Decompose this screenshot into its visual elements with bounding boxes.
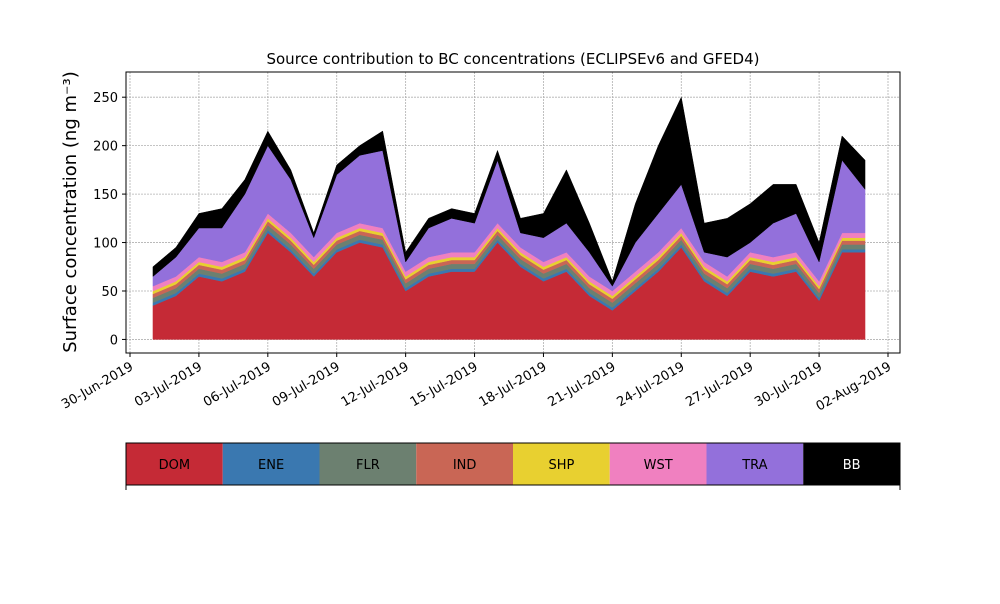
x-tick-label: 21-Jul-2019	[546, 359, 619, 410]
y-tick-label: 50	[101, 285, 118, 300]
legend-label: IND	[453, 458, 477, 473]
legend-swatch	[222, 443, 320, 485]
legend-label: SHP	[548, 458, 574, 473]
legend-label: ENE	[258, 458, 284, 473]
x-tick-label: 27-Jul-2019	[683, 359, 756, 410]
legend-swatch	[803, 443, 900, 485]
y-tick-label: 250	[93, 91, 118, 106]
legend-label: FLR	[356, 458, 380, 473]
plot-area	[126, 72, 900, 353]
x-tick-label: 24-Jul-2019	[614, 359, 687, 410]
legend-frame	[125, 442, 901, 486]
legend-label: WST	[644, 458, 673, 473]
legend-swatch	[416, 443, 513, 485]
legend: DOM ENE FLR IND SHP WST TRA BB	[125, 442, 901, 490]
legend-swatch	[609, 443, 707, 485]
x-tick-label: 12-Jul-2019	[339, 359, 412, 410]
x-tick-label: 02-Aug-2019	[814, 359, 894, 414]
legend-label: TRA	[741, 458, 767, 473]
legend-label: BB	[843, 458, 861, 473]
x-tick-label: 03-Jul-2019	[132, 359, 205, 410]
y-tick-label: 150	[93, 188, 118, 203]
y-tick-label: 200	[93, 140, 118, 155]
x-tick-label: 30-Jun-2019	[59, 359, 136, 412]
plot-frame	[125, 71, 901, 354]
x-tick-label: 18-Jul-2019	[477, 359, 550, 410]
area-bb	[152, 96, 866, 287]
x-tick-label: 06-Jul-2019	[201, 359, 274, 410]
chart-title: Source contribution to BC concentrations…	[266, 50, 759, 68]
x-tick-label: 09-Jul-2019	[270, 359, 343, 410]
legend-label: DOM	[159, 458, 190, 473]
legend-swatch	[706, 443, 804, 485]
legend-swatch	[319, 443, 417, 485]
y-tick-label: 100	[93, 237, 118, 252]
legend-swatch	[126, 443, 223, 485]
y-axis-label: Surface concentration (ng m⁻³)	[60, 71, 81, 353]
y-tick-label: 0	[110, 333, 118, 348]
x-tick-label: 15-Jul-2019	[408, 359, 481, 410]
legend-swatch	[513, 443, 610, 485]
